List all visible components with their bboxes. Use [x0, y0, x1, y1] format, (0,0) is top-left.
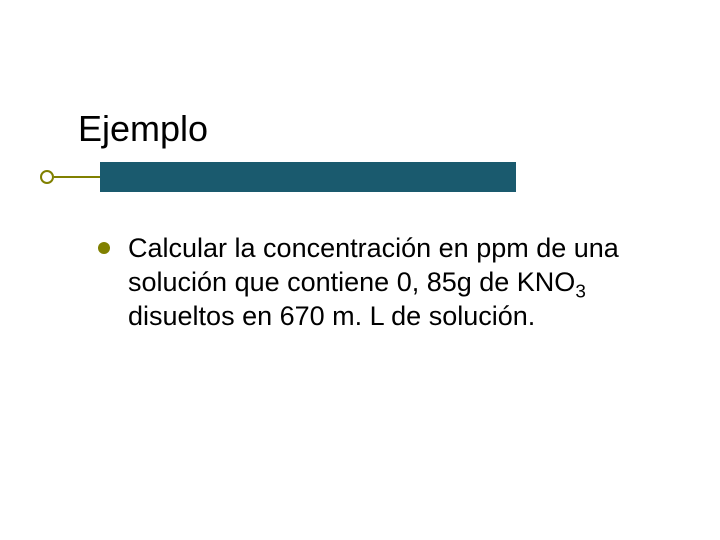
slide: Ejemplo Calcular la concentración en ppm…	[0, 0, 720, 540]
bullet-row: Calcular la concentración en ppm de una …	[98, 232, 658, 333]
underline-thick-bar	[100, 162, 516, 192]
slide-title: Ejemplo	[78, 108, 208, 150]
underline-thin-line	[54, 176, 100, 178]
underline-dot-icon	[40, 170, 54, 184]
body-text-pre: Calcular la concentración en ppm de una …	[128, 233, 619, 297]
bullet-icon	[98, 242, 110, 254]
body-area: Calcular la concentración en ppm de una …	[98, 232, 658, 333]
title-underline	[40, 160, 680, 194]
body-text-sub: 3	[575, 281, 586, 302]
body-text-post: disueltos en 670 m. L de solución.	[128, 301, 535, 331]
body-text: Calcular la concentración en ppm de una …	[128, 232, 658, 333]
